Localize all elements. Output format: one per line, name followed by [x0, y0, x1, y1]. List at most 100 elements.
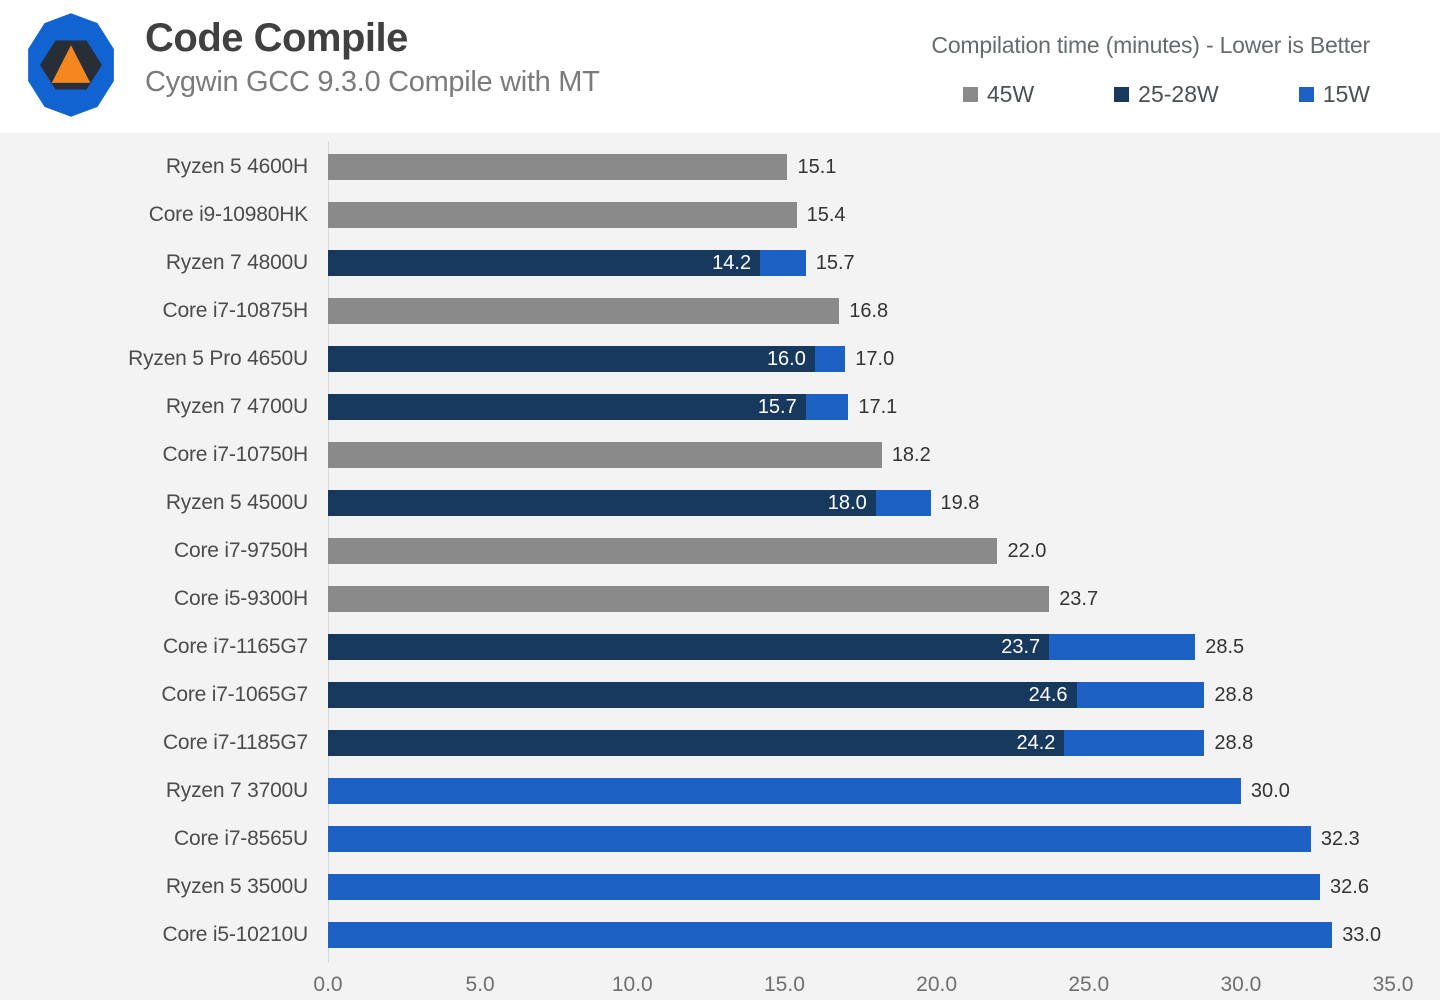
bar-track: 14.2 15.7 [328, 250, 1440, 276]
x-axis: 0.0 5.0 10.0 15.0 20.0 25.0 30.0 35.0 [313, 959, 1440, 1000]
bar-track: 33.0 [328, 922, 1440, 948]
chart-row: Ryzen 7 4700U 15.7 17.1 [0, 383, 1440, 431]
bar-inside-value: 24.2 [1016, 732, 1056, 754]
bar-25-28w: 18.0 [328, 490, 876, 516]
chart-header: Code Compile Cygwin GCC 9.3.0 Compile wi… [0, 0, 1440, 133]
bar-chart: Ryzen 5 4600H 15.1 Core i9-10980HK 15.4 Ryze… [0, 133, 1440, 1000]
category-label: Core i7-10750H [162, 443, 309, 466]
category-label: Ryzen 5 4500U [165, 491, 308, 514]
page-title: Code Compile [145, 16, 408, 60]
bar-track: 22.0 [328, 538, 1440, 564]
category-label: Core i5-9300H [174, 587, 308, 610]
bar-track: 18.0 19.8 [328, 490, 1440, 516]
legend-label: 45W [986, 81, 1035, 107]
category-label: Ryzen 7 3700U [165, 779, 308, 802]
legend: 45W 25-28W 15W [931, 81, 1370, 108]
bar-value-label: 15.4 [806, 204, 846, 226]
page-subtitle: Cygwin GCC 9.3.0 Compile with MT [145, 66, 600, 98]
chart-rows: Ryzen 5 4600H 15.1 Core i9-10980HK 15.4 Ryze… [0, 143, 1440, 959]
x-tick-label: 30.0 [1220, 973, 1262, 996]
bar-track: 16.0 17.0 [328, 346, 1440, 372]
chart-row: Ryzen 7 4800U 14.2 15.7 [0, 239, 1440, 287]
legend-item-45w: 45W [962, 81, 1035, 108]
chart-row: Ryzen 7 3700U 30.0 [0, 767, 1440, 815]
bar-25-28w: 16.0 [328, 346, 815, 372]
x-tick-label: 15.0 [764, 973, 805, 996]
chart-row: Ryzen 5 4600H 15.1 [0, 143, 1440, 191]
chart-row: Core i7-8565U 32.3 [0, 815, 1440, 863]
legend-item-25-28w: 25-28W [1114, 81, 1219, 108]
bar-track: 15.1 [328, 154, 1440, 180]
bar-25-28w: 24.6 [328, 682, 1077, 708]
bar-15w [328, 826, 1311, 852]
bar-track: 30.0 [328, 778, 1440, 804]
bar-25-28w: 23.7 [328, 634, 1050, 660]
x-tick-label: 10.0 [611, 973, 653, 996]
bar-45w [328, 154, 788, 180]
bar-value-label: 23.7 [1059, 588, 1099, 610]
bar-track: 18.2 [328, 442, 1440, 468]
chart-row: Core i7-10875H 16.8 [0, 287, 1440, 335]
bar-value-label: 17.0 [855, 348, 895, 370]
bar-track: 24.2 28.8 [328, 730, 1440, 756]
bar-track: 32.6 [328, 874, 1440, 900]
bar-25-28w: 24.2 [328, 730, 1065, 756]
x-tick-label: 35.0 [1372, 973, 1414, 996]
category-label: Core i7-1185G7 [162, 731, 308, 754]
bar-value-label: 32.3 [1320, 828, 1360, 850]
bar-25-28w: 14.2 [328, 250, 761, 276]
x-tick-label: 5.0 [465, 973, 495, 996]
bar-15w [328, 874, 1321, 900]
bar-track: 15.7 17.1 [328, 394, 1440, 420]
bar-track: 23.7 [328, 586, 1440, 612]
legend-label: 15W [1322, 81, 1370, 107]
category-label: Core i7-8565U [174, 827, 308, 850]
category-label: Core i7-10875H [162, 299, 309, 322]
x-tick-label: 20.0 [916, 973, 958, 996]
chart-row: Core i9-10980HK 15.4 [0, 191, 1440, 239]
bar-value-label: 22.0 [1007, 540, 1047, 562]
category-label: Core i7-1065G7 [161, 683, 308, 706]
chart-row: Core i5-10210U 33.0 [0, 911, 1440, 959]
bar-track: 16.8 [328, 298, 1440, 324]
bar-track: 23.7 28.5 [328, 634, 1440, 660]
category-label: Core i7-9750H [174, 539, 308, 562]
chart-row: Core i7-10750H 18.2 [0, 431, 1440, 479]
category-label: Ryzen 7 4800U [165, 251, 308, 274]
bar-45w [328, 202, 797, 228]
bar-45w [328, 298, 840, 324]
bar-inside-value: 23.7 [1001, 636, 1041, 658]
bar-inside-value: 24.6 [1028, 684, 1068, 706]
chart-row: Core i7-1065G7 24.6 28.8 [0, 671, 1440, 719]
bar-inside-value: 15.7 [757, 396, 797, 418]
bar-inside-value: 16.0 [766, 348, 806, 370]
bar-value-label: 15.1 [797, 156, 837, 178]
bar-value-label: 32.6 [1330, 876, 1369, 898]
bar-value-label: 19.8 [940, 492, 980, 514]
legend-swatch-icon [962, 87, 978, 102]
bar-45w [328, 586, 1050, 612]
bar-value-label: 30.0 [1250, 780, 1290, 802]
bar-inside-value: 18.0 [827, 492, 867, 514]
bar-value-label: 15.7 [815, 252, 855, 274]
bar-25-28w: 15.7 [328, 394, 806, 420]
bar-value-label: 28.5 [1205, 636, 1245, 658]
bar-45w [328, 442, 882, 468]
bar-value-label: 17.1 [858, 396, 898, 418]
x-tick-label: 25.0 [1068, 973, 1110, 996]
bar-inside-value: 14.2 [712, 252, 752, 274]
techspot-logo-icon [28, 13, 114, 117]
bar-value-label: 28.8 [1214, 732, 1254, 754]
legend-item-15w: 15W [1298, 81, 1370, 108]
axis-note: Compilation time (minutes) - Lower is Be… [931, 32, 1370, 58]
bar-track: 15.4 [328, 202, 1440, 228]
category-label: Ryzen 5 4600H [165, 155, 308, 178]
bar-45w [328, 538, 998, 564]
bar-15w [328, 922, 1333, 948]
logo-triangle [51, 45, 91, 83]
category-label: Ryzen 7 4700U [165, 395, 308, 418]
chart-row: Ryzen 5 3500U 32.6 [0, 863, 1440, 911]
chart-row: Core i7-1185G7 24.2 28.8 [0, 719, 1440, 767]
category-label: Core i7-1165G7 [162, 635, 308, 658]
chart-row: Ryzen 5 Pro 4650U 16.0 17.0 [0, 335, 1440, 383]
